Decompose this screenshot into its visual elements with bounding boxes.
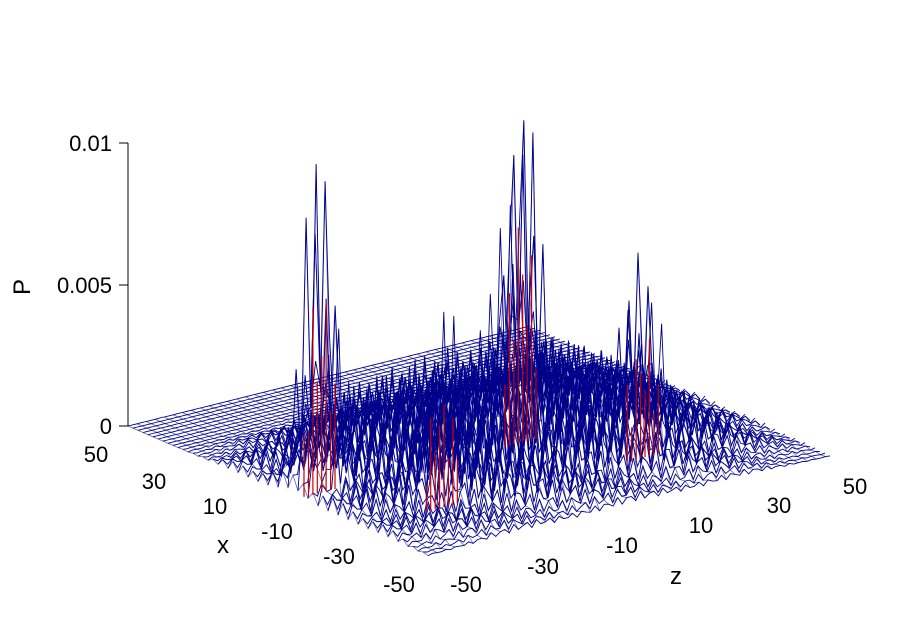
mesh-line-z — [344, 315, 646, 499]
mesh-line-z — [516, 328, 817, 460]
y-tick-label: 10 — [689, 513, 713, 538]
z-tick-label: 0 — [100, 414, 112, 439]
mesh-line-z — [507, 331, 808, 462]
y-tick-label: -10 — [606, 533, 638, 558]
mesh-line-z — [425, 338, 727, 480]
mesh-line-z — [380, 336, 682, 492]
mesh-line-z — [182, 412, 483, 539]
z-tick-label: 0.005 — [57, 273, 112, 298]
mesh-line-x — [417, 450, 821, 552]
mesh-line-z — [209, 392, 510, 534]
y-tick-label: 50 — [843, 474, 867, 499]
y-axis-label: z — [670, 563, 682, 590]
mesh-line-z — [127, 425, 429, 556]
x-tick-label: 50 — [84, 442, 108, 467]
mesh-line-x — [407, 445, 811, 547]
mesh-line-z — [462, 342, 763, 471]
y-tick-label: -30 — [527, 554, 559, 579]
mesh-line-z — [353, 120, 654, 493]
mesh-line-z — [525, 326, 826, 458]
mesh-line-z — [245, 396, 546, 523]
x-tick-label: -50 — [383, 572, 415, 597]
mesh-line-z — [299, 356, 601, 511]
mesh-line-x — [132, 327, 536, 429]
x-tick-label: 10 — [203, 494, 227, 519]
mesh-line-z — [136, 423, 438, 554]
x-axis-label: x — [217, 532, 229, 559]
x-tick-label: 30 — [142, 469, 166, 494]
mesh-line-z — [498, 333, 799, 464]
mesh-line-z — [218, 397, 519, 530]
mesh-line-z — [434, 349, 736, 475]
mesh-line-x — [142, 332, 546, 433]
x-tick-label: -10 — [261, 519, 293, 544]
y-tick-label: -50 — [450, 572, 482, 597]
mesh-line-z — [407, 252, 709, 481]
mesh-line-z — [200, 399, 501, 533]
mesh-line-z — [471, 340, 772, 470]
mesh-line-z — [145, 164, 447, 550]
mesh-line-z — [254, 366, 555, 523]
mesh-line-x — [387, 416, 791, 537]
mesh-line-z — [290, 375, 591, 513]
mesh-line-z — [416, 353, 718, 481]
mesh-line-z — [163, 399, 465, 546]
mesh-line-x — [427, 455, 831, 557]
x-tick-label: -30 — [323, 544, 355, 569]
y-tick-label: 30 — [767, 493, 791, 518]
z-tick-label: 0.01 — [69, 131, 112, 156]
mesh-line-z — [308, 380, 609, 505]
mesh-line-z — [489, 335, 790, 464]
z-axis-label: P — [9, 279, 36, 295]
mesh-line-x — [397, 432, 801, 542]
mesh-line-z — [173, 414, 474, 544]
mesh-line-z — [335, 347, 637, 501]
surface-mesh — [127, 120, 831, 557]
mesh-line-z — [154, 181, 456, 548]
